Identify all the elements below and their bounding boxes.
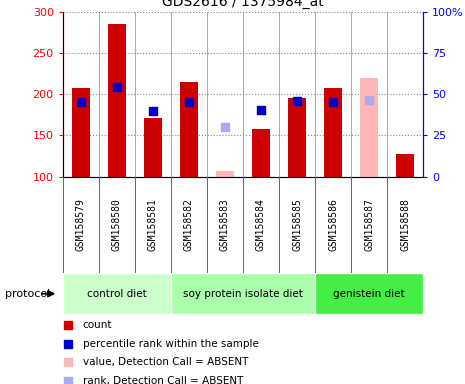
- Point: [65, 377, 72, 384]
- Point: [113, 84, 120, 91]
- Bar: [324, 88, 342, 177]
- Text: GSM158580: GSM158580: [112, 198, 122, 251]
- Bar: [396, 154, 414, 177]
- Bar: [180, 82, 198, 177]
- Text: value, Detection Call = ABSENT: value, Detection Call = ABSENT: [83, 357, 248, 367]
- Text: rank, Detection Call = ABSENT: rank, Detection Call = ABSENT: [83, 376, 243, 384]
- Text: GSM158583: GSM158583: [220, 198, 230, 251]
- Bar: [315, 273, 423, 314]
- Point: [185, 99, 193, 106]
- Bar: [171, 273, 315, 314]
- Text: GSM158587: GSM158587: [364, 198, 374, 251]
- Bar: [252, 129, 270, 177]
- Point: [293, 98, 301, 104]
- Bar: [216, 171, 234, 177]
- Text: protocol: protocol: [5, 289, 50, 299]
- Point: [65, 341, 72, 347]
- Bar: [63, 273, 171, 314]
- Text: control diet: control diet: [87, 289, 146, 299]
- Text: GSM158585: GSM158585: [292, 198, 302, 251]
- Point: [221, 124, 229, 130]
- Bar: [360, 78, 378, 177]
- Bar: [108, 24, 126, 177]
- Text: GSM158581: GSM158581: [148, 198, 158, 251]
- Text: GSM158582: GSM158582: [184, 198, 194, 251]
- Bar: [72, 88, 90, 177]
- Point: [65, 359, 72, 365]
- Point: [257, 107, 265, 113]
- Bar: [144, 118, 162, 177]
- Text: soy protein isolate diet: soy protein isolate diet: [183, 289, 303, 299]
- Text: GSM158586: GSM158586: [328, 198, 338, 251]
- Point: [365, 97, 373, 103]
- Title: GDS2616 / 1375984_at: GDS2616 / 1375984_at: [162, 0, 324, 9]
- Point: [77, 99, 85, 106]
- Point: [149, 108, 157, 114]
- Text: GSM158584: GSM158584: [256, 198, 266, 251]
- Point: [65, 322, 72, 328]
- Text: genistein diet: genistein diet: [333, 289, 405, 299]
- Text: percentile rank within the sample: percentile rank within the sample: [83, 339, 259, 349]
- Text: GSM158588: GSM158588: [400, 198, 410, 251]
- Text: GSM158579: GSM158579: [76, 198, 86, 251]
- Point: [329, 99, 337, 106]
- Text: count: count: [83, 320, 112, 330]
- Bar: [288, 98, 306, 177]
